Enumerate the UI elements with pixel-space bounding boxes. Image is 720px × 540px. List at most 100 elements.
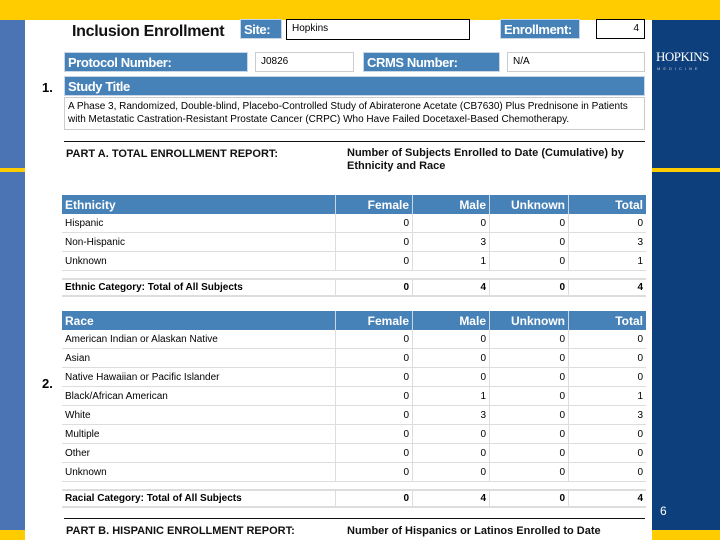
part-a-description: Number of Subjects Enrolled to Date (Cum… xyxy=(347,147,624,172)
row-label: Race xyxy=(62,311,336,330)
cell: 0 xyxy=(336,387,413,405)
part-b-description: Number of Hispanics or Latinos Enrolled … xyxy=(347,525,601,537)
row-label: Non-Hispanic xyxy=(62,233,336,251)
section-number-1: 1. xyxy=(42,80,53,95)
bottom-stripe-left xyxy=(0,530,25,540)
cell: 0 xyxy=(336,463,413,481)
form-title: Inclusion Enrollment xyxy=(72,23,225,40)
cell: Total xyxy=(615,197,643,212)
crms-field[interactable]: N/A xyxy=(507,52,645,72)
cell: 0 xyxy=(336,233,413,251)
cell: Unknown xyxy=(490,311,569,330)
row-label: American Indian or Alaskan Native xyxy=(62,330,336,348)
cell: 4 xyxy=(413,491,490,506)
top-banner xyxy=(0,0,720,20)
row-label: Native Hawaiian or Pacific Islander xyxy=(62,368,336,386)
cell: 0 xyxy=(490,349,569,367)
cell: Total xyxy=(615,313,643,328)
cell: 0 xyxy=(490,425,569,443)
row-label: Unknown xyxy=(62,463,336,481)
site-field[interactable]: Hopkins xyxy=(286,19,470,40)
cell: Male xyxy=(413,311,490,330)
cell: 0 xyxy=(637,333,643,345)
cell: 0 xyxy=(336,280,413,295)
row-label: Ethnicity xyxy=(62,195,336,214)
table-row: Multiple 0 0 0 0 xyxy=(62,425,646,444)
cell: 0 xyxy=(413,444,490,462)
row-label: Asian xyxy=(62,349,336,367)
table-row: American Indian or Alaskan Native 0 0 0 0 xyxy=(62,330,646,349)
cell: 1 xyxy=(637,390,643,402)
site-label: Site: xyxy=(240,19,282,39)
cell: Female xyxy=(336,195,413,214)
cell: 3 xyxy=(413,406,490,424)
divider xyxy=(64,141,645,142)
cell: 0 xyxy=(336,406,413,424)
cell: 0 xyxy=(490,252,569,270)
cell: 4 xyxy=(637,282,643,293)
right-banner xyxy=(652,20,720,540)
table-row: Other 0 0 0 0 xyxy=(62,444,646,463)
table-row: Native Hawaiian or Pacific Islander 0 0 0 0 xyxy=(62,368,646,387)
cell: 1 xyxy=(637,255,643,267)
cell: 0 xyxy=(413,349,490,367)
table-header: Race Female Male Unknown Total xyxy=(62,311,646,330)
race-table: Race Female Male Unknown Total American India… xyxy=(62,311,646,508)
cell: 0 xyxy=(490,406,569,424)
hopkins-logo-sub: MEDICINE xyxy=(657,66,701,71)
cell: 0 xyxy=(413,330,490,348)
cell: 1 xyxy=(413,252,490,270)
table-row: Unknown 0 0 0 0 xyxy=(62,463,646,482)
crms-label: CRMS Number: xyxy=(363,52,500,72)
table-row: Unknown 0 1 0 1 xyxy=(62,252,646,271)
cell: 3 xyxy=(413,233,490,251)
table-header: Ethnicity Female Male Unknown Total xyxy=(62,195,646,214)
cell: 0 xyxy=(413,368,490,386)
cell: 0 xyxy=(336,368,413,386)
table-row: Asian 0 0 0 0 xyxy=(62,349,646,368)
cell: 3 xyxy=(637,409,643,421)
cell: 0 xyxy=(336,330,413,348)
cell: 0 xyxy=(490,280,569,295)
section-number-2: 2. xyxy=(42,376,53,391)
enrollment-field[interactable]: 4 xyxy=(596,19,645,39)
cell: 4 xyxy=(637,493,643,504)
part-b-heading: PART B. HISPANIC ENROLLMENT REPORT: xyxy=(66,525,295,537)
cell: 0 xyxy=(637,352,643,364)
cell: 0 xyxy=(490,330,569,348)
ethnicity-table: Ethnicity Female Male Unknown Total Hispanic 0… xyxy=(62,195,646,297)
protocol-label: Protocol Number: xyxy=(64,52,248,72)
table-row: White 0 3 0 3 xyxy=(62,406,646,425)
cell: Female xyxy=(336,311,413,330)
cell: 4 xyxy=(413,280,490,295)
enrollment-label: Enrollment: xyxy=(500,19,580,39)
row-label: Other xyxy=(62,444,336,462)
total-row: Racial Category: Total of All Subjects 0 4… xyxy=(62,489,646,508)
cell: 0 xyxy=(336,252,413,270)
part-a-heading: PART A. TOTAL ENROLLMENT REPORT: xyxy=(66,148,279,160)
yellow-stripe-right xyxy=(652,168,720,172)
study-title-label: Study Title xyxy=(64,76,645,96)
protocol-field[interactable]: J0826 xyxy=(255,52,354,72)
cell: 0 xyxy=(490,233,569,251)
row-label: Multiple xyxy=(62,425,336,443)
cell: 0 xyxy=(413,463,490,481)
row-label: Hispanic xyxy=(62,214,336,232)
left-banner xyxy=(0,20,25,540)
cell: Unknown xyxy=(490,195,569,214)
yellow-stripe-left xyxy=(0,168,25,172)
cell: 1 xyxy=(413,387,490,405)
row-label: Racial Category: Total of All Subjects xyxy=(62,491,336,506)
cell: 0 xyxy=(490,214,569,232)
bottom-stripe-right xyxy=(652,530,720,540)
cell: 0 xyxy=(413,425,490,443)
cell: 0 xyxy=(490,491,569,506)
page-number: 6 xyxy=(660,504,667,518)
divider xyxy=(64,518,645,519)
table-row: Black/African American 0 1 0 1 xyxy=(62,387,646,406)
cell: 0 xyxy=(336,349,413,367)
cell: 0 xyxy=(336,214,413,232)
cell: 0 xyxy=(637,371,643,383)
cell: 3 xyxy=(637,236,643,248)
cell: 0 xyxy=(637,428,643,440)
